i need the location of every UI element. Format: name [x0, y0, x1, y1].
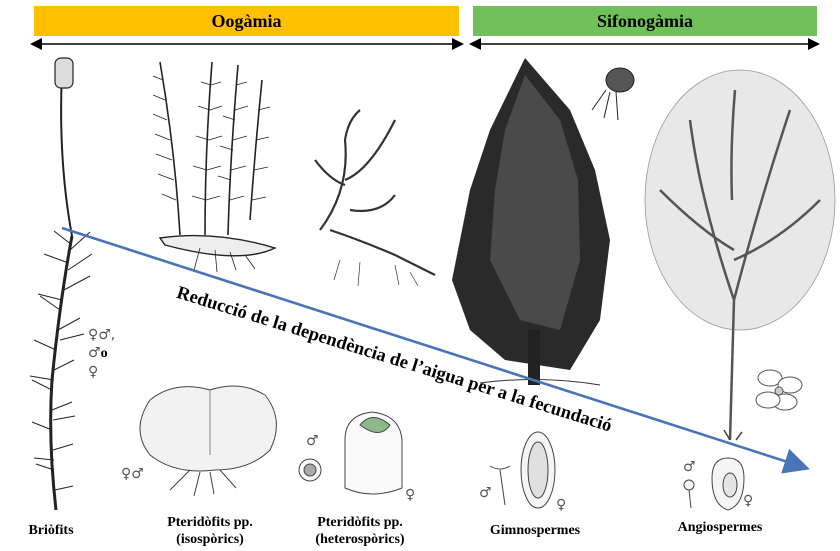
ovule-angiosperm-illustration — [683, 457, 745, 511]
gim-female-symbol: ♀ — [556, 497, 567, 513]
fern-illustration — [152, 61, 277, 273]
ang-male-symbol: ♂ — [683, 459, 696, 475]
megaspore-illustration — [298, 411, 403, 495]
water-dependence-arrow — [61, 226, 810, 474]
label-briofits: Briòfits — [28, 523, 74, 538]
briofits-symbol-line-3: ♀ — [88, 364, 99, 380]
pine-cone-illustration — [591, 67, 635, 121]
label-pteridofits-het-line-1: Pteridòfits pp. — [317, 515, 403, 530]
conifer-tree-illustration — [452, 58, 610, 386]
label-gimnospermes: Gimnospermes — [489, 523, 581, 538]
or-text: o — [100, 346, 108, 361]
label-angiospermes: Angiospermes — [677, 520, 763, 535]
het-male-symbol: ♂ — [306, 433, 319, 449]
deciduous-tree-illustration — [644, 69, 836, 441]
label-pteridofits-iso: Pteridòfits pp. (isospòrics) — [140, 514, 280, 548]
gim-male-symbol: ♂ — [479, 485, 492, 501]
lycophyte-illustration — [314, 109, 436, 287]
male-symbol: ♂ — [88, 345, 101, 361]
briofits-symbol-line-2: ♂o — [88, 344, 115, 363]
ang-female-symbol: ♀ — [743, 493, 754, 509]
prothallus-illustration — [139, 385, 277, 497]
iso-symbols: ♀♂ — [121, 466, 144, 482]
label-pteridofits-iso-line-1: Pteridòfits pp. — [167, 515, 253, 530]
flower-illustration — [755, 369, 803, 411]
label-pteridofits-het: Pteridòfits pp. (heterospòrics) — [290, 514, 430, 548]
oogamia-header: Oogàmia — [34, 6, 459, 36]
het-female-symbol: ♀ — [405, 487, 416, 503]
briofits-symbol-line-1: ♀♂, — [88, 327, 116, 343]
moss-illustration — [29, 57, 93, 511]
label-pteridofits-het-line-2: (heterospòrics) — [315, 532, 405, 547]
ovule-gymnosperm-illustration — [489, 431, 556, 509]
label-pteridofits-iso-line-2: (isospòrics) — [176, 532, 244, 547]
briofits-symbols: ♀♂, ♂o ♀ — [88, 326, 115, 381]
sifonogamia-header: Sifonogàmia — [473, 6, 817, 36]
